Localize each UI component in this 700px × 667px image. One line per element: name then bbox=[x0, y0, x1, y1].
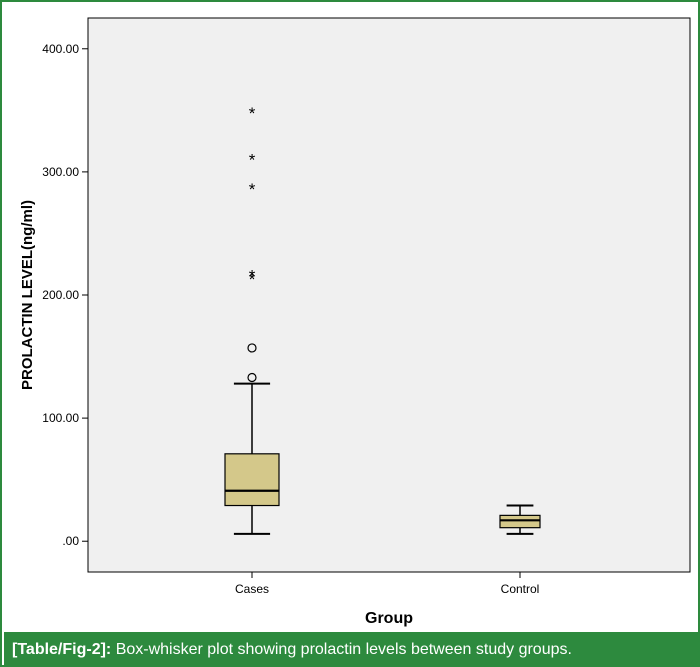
y-tick-label: 200.00 bbox=[42, 288, 79, 302]
figure-caption: [Table/Fig-2]: Box-whisker plot showing … bbox=[4, 632, 700, 667]
y-tick-label: .00 bbox=[62, 534, 79, 548]
y-tick-label: 400.00 bbox=[42, 42, 79, 56]
extreme-marker: * bbox=[249, 151, 256, 170]
box-group-control bbox=[499, 504, 541, 535]
plot-area bbox=[87, 17, 691, 573]
y-tick-label: 300.00 bbox=[42, 165, 79, 179]
y-tick-label: 100.00 bbox=[42, 411, 79, 425]
extreme-marker: * bbox=[249, 104, 256, 123]
x-axis-label: Group bbox=[365, 610, 413, 627]
iqr-box bbox=[499, 514, 541, 529]
y-axis-label: PROLACTIN LEVEL(ng/ml) bbox=[19, 200, 36, 390]
y-axis: .00 100.00 200.00 300.00 400.00 bbox=[42, 42, 88, 548]
extreme-marker: * bbox=[249, 266, 256, 285]
box-group-cases: ***** bbox=[224, 104, 280, 535]
iqr-box bbox=[224, 453, 280, 507]
box-series: ***** bbox=[224, 104, 541, 535]
x-axis: Cases Control bbox=[235, 572, 539, 596]
caption-label: [Table/Fig-2]: bbox=[12, 641, 112, 658]
caption-text: Box-whisker plot showing prolactin level… bbox=[111, 641, 572, 658]
x-tick-label: Cases bbox=[235, 582, 269, 596]
box-plot-chart: .00 100.00 200.00 300.00 400.00 Cases Control… bbox=[19, 17, 691, 627]
extreme-marker: * bbox=[249, 180, 256, 199]
outlier-marker bbox=[247, 343, 257, 353]
extreme-marker: * bbox=[249, 270, 256, 289]
outlier-marker bbox=[247, 372, 257, 383]
x-tick-label: Control bbox=[501, 582, 540, 596]
